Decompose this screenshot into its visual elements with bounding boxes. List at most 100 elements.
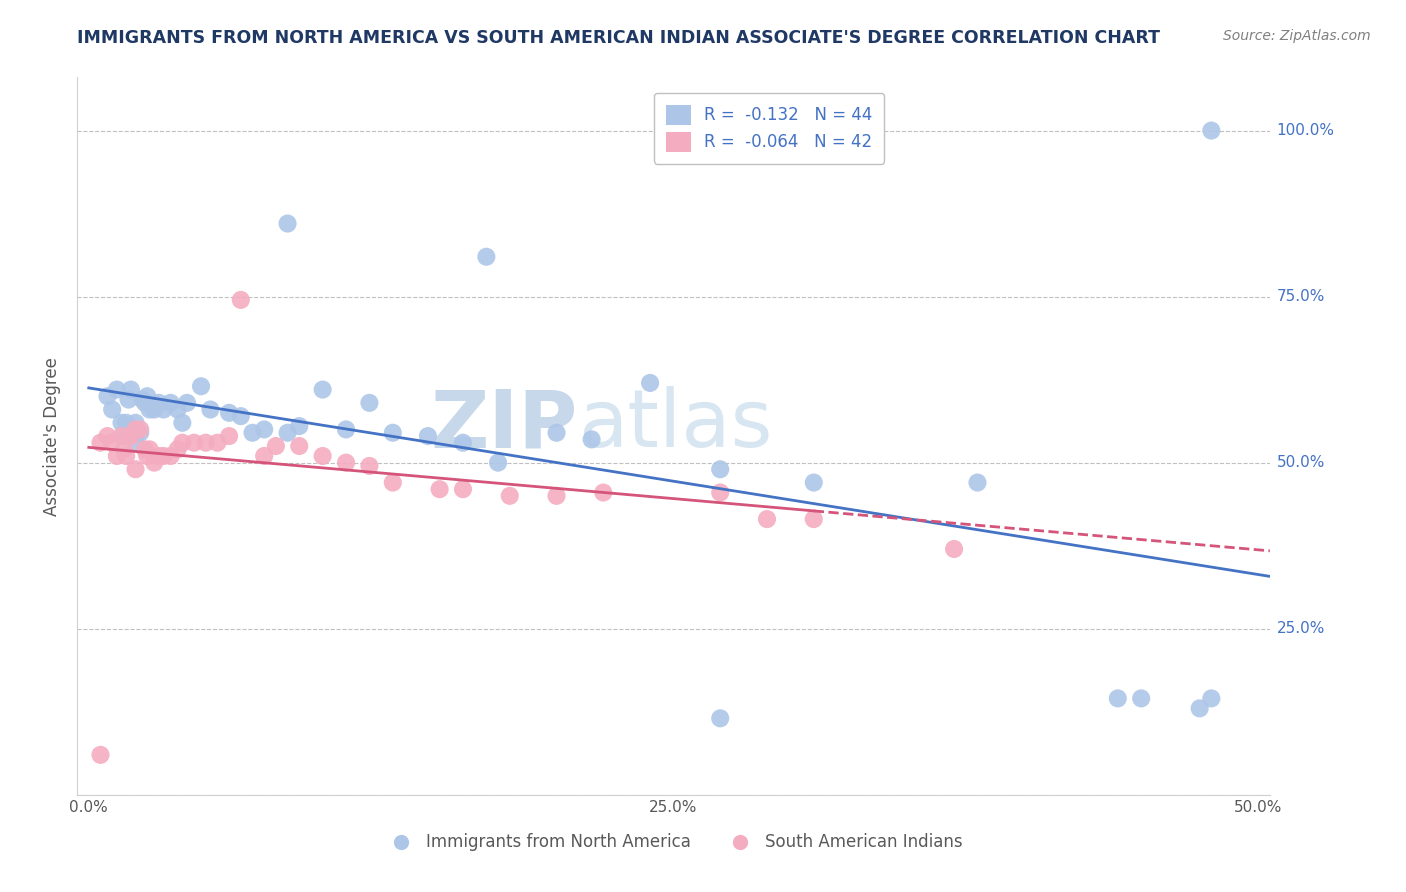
Point — [89, 435, 111, 450]
Point — [381, 475, 404, 490]
Point — [115, 449, 138, 463]
Point — [253, 422, 276, 436]
Point — [277, 217, 299, 231]
Point — [359, 396, 381, 410]
Point — [486, 456, 509, 470]
Point — [1201, 123, 1223, 137]
Point — [148, 449, 170, 463]
Point — [592, 485, 614, 500]
Text: 100.0%: 100.0% — [1277, 123, 1334, 138]
Point — [172, 416, 194, 430]
Point — [207, 435, 229, 450]
Point — [136, 449, 159, 463]
Point — [89, 747, 111, 762]
Point — [581, 433, 603, 447]
Point — [101, 402, 124, 417]
Point — [335, 422, 357, 436]
Point — [124, 416, 146, 430]
Point — [277, 425, 299, 440]
Text: IMMIGRANTS FROM NORTH AMERICA VS SOUTH AMERICAN INDIAN ASSOCIATE'S DEGREE CORREL: IMMIGRANTS FROM NORTH AMERICA VS SOUTH A… — [77, 29, 1160, 47]
Point — [115, 416, 138, 430]
Point — [451, 482, 474, 496]
Point — [172, 435, 194, 450]
Point — [546, 425, 568, 440]
Point — [218, 406, 240, 420]
Point — [105, 449, 128, 463]
Point — [134, 396, 156, 410]
Point — [124, 462, 146, 476]
Point — [152, 402, 174, 417]
Point — [105, 383, 128, 397]
Point — [110, 429, 132, 443]
Point — [120, 383, 142, 397]
Point — [96, 389, 118, 403]
Point — [943, 541, 966, 556]
Point — [1201, 691, 1223, 706]
Point — [546, 489, 568, 503]
Point — [709, 485, 731, 500]
Point — [288, 419, 311, 434]
Point — [194, 435, 217, 450]
Point — [124, 422, 146, 436]
Point — [176, 396, 198, 410]
Point — [803, 512, 825, 526]
Point — [335, 456, 357, 470]
Point — [143, 402, 166, 417]
Point — [183, 435, 205, 450]
Point — [117, 392, 139, 407]
Point — [136, 389, 159, 403]
Point — [288, 439, 311, 453]
Point — [264, 439, 287, 453]
Point — [129, 422, 152, 436]
Point — [1130, 691, 1153, 706]
Y-axis label: Associate's Degree: Associate's Degree — [44, 357, 60, 516]
Point — [229, 293, 252, 307]
Point — [134, 442, 156, 457]
Point — [200, 402, 222, 417]
Point — [638, 376, 661, 390]
Point — [96, 429, 118, 443]
Point — [166, 442, 188, 457]
Text: atlas: atlas — [578, 386, 772, 465]
Point — [190, 379, 212, 393]
Point — [166, 402, 188, 417]
Point — [253, 449, 276, 463]
Point — [124, 435, 146, 450]
Point — [101, 435, 124, 450]
Point — [129, 425, 152, 440]
Point — [159, 449, 181, 463]
Point — [159, 396, 181, 410]
Point — [143, 456, 166, 470]
Point — [229, 409, 252, 424]
Point — [120, 429, 142, 443]
Point — [709, 462, 731, 476]
Point — [131, 392, 153, 407]
Point — [381, 425, 404, 440]
Point — [112, 429, 135, 443]
Point — [138, 402, 160, 417]
Point — [148, 396, 170, 410]
Text: 75.0%: 75.0% — [1277, 289, 1324, 304]
Point — [242, 425, 264, 440]
Point — [475, 250, 498, 264]
Point — [152, 449, 174, 463]
Point — [451, 435, 474, 450]
Point — [416, 429, 439, 443]
Point — [117, 429, 139, 443]
Text: Source: ZipAtlas.com: Source: ZipAtlas.com — [1223, 29, 1371, 44]
Text: 25.0%: 25.0% — [1277, 621, 1324, 636]
Point — [359, 458, 381, 473]
Point — [966, 475, 988, 490]
Point — [756, 512, 779, 526]
Point — [311, 383, 333, 397]
Point — [709, 711, 731, 725]
Point — [803, 475, 825, 490]
Legend: R =  -0.132   N = 44, R =  -0.064   N = 42: R = -0.132 N = 44, R = -0.064 N = 42 — [654, 93, 884, 163]
Point — [138, 442, 160, 457]
Point — [311, 449, 333, 463]
Point — [112, 442, 135, 457]
Point — [429, 482, 451, 496]
Point — [1188, 701, 1211, 715]
Point — [499, 489, 522, 503]
Point — [1107, 691, 1129, 706]
